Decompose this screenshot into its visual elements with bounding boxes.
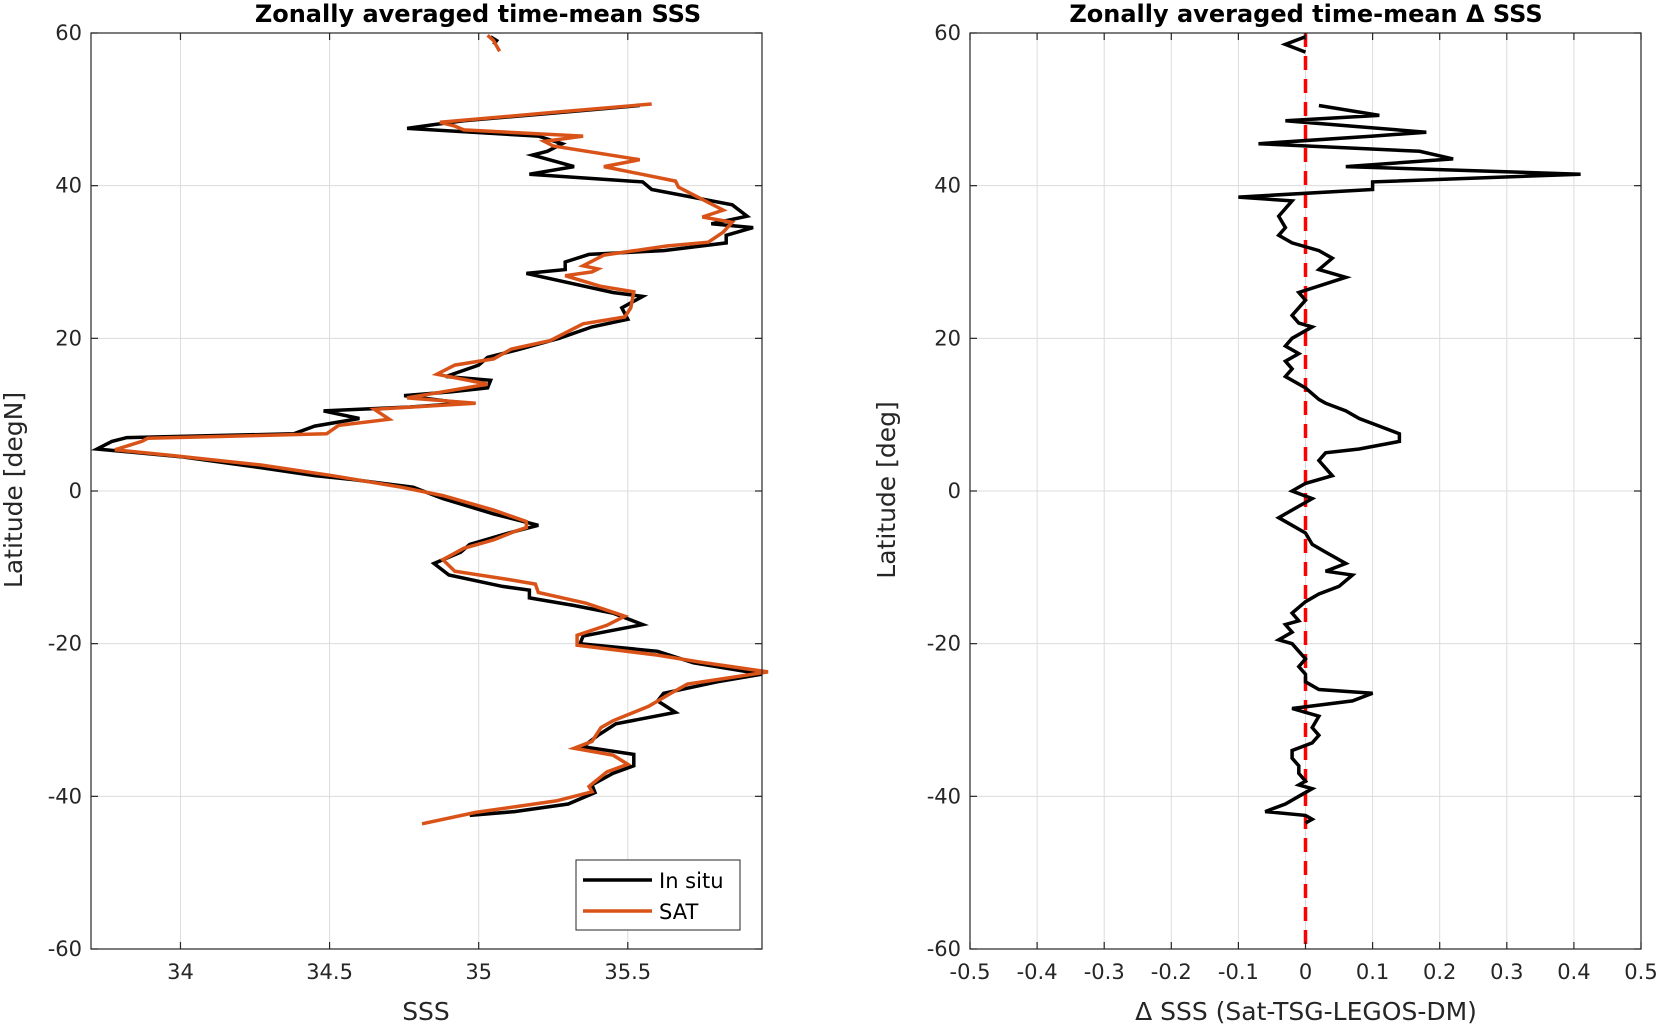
sss-series-sat xyxy=(114,102,769,826)
sss-y-tick-label: -20 xyxy=(48,632,82,656)
sss-lines xyxy=(90,33,769,826)
delta-sss-y-tick-label: 60 xyxy=(934,21,961,45)
sss-chart-title: Zonally averaged time-mean SSS xyxy=(255,0,701,28)
delta-sss-x-tick-label: 0.2 xyxy=(1423,960,1456,984)
delta-sss-gridlines xyxy=(969,32,1642,950)
delta-sss-chart-title: Zonally averaged time-mean Δ SSS xyxy=(1069,0,1542,28)
sss-y-tick-labels: -60 -40 -20 0 20 40 60 xyxy=(48,21,82,961)
delta-sss-y-tick-label: -40 xyxy=(927,784,961,808)
delta-sss-x-tick-label: -0.4 xyxy=(1017,960,1058,984)
sss-x-axis-label: SSS xyxy=(402,997,450,1026)
delta-sss-ticks xyxy=(969,32,1642,950)
delta-sss-y-tick-label: 0 xyxy=(948,479,961,503)
sss-x-tick-labels: 34 34.5 35 35.5 xyxy=(167,960,651,984)
sss-y-tick-label: -60 xyxy=(48,937,82,961)
delta-sss-y-tick-label: 40 xyxy=(934,174,961,198)
sss-ticks xyxy=(91,32,762,950)
sss-y-tick-label: 0 xyxy=(69,479,82,503)
delta-sss-y-tick-label: -20 xyxy=(927,632,961,656)
delta-sss-x-tick-label: -0.1 xyxy=(1218,960,1259,984)
delta-sss-x-tick-label: -0.3 xyxy=(1084,960,1125,984)
sss-x-tick-label: 34 xyxy=(167,960,194,984)
legend-box xyxy=(575,859,741,931)
delta-sss-y-tick-label: -60 xyxy=(927,937,961,961)
sss-y-tick-label: 40 xyxy=(55,174,82,198)
sss-series-in-situ xyxy=(90,103,763,818)
delta-sss-series-delta-sss xyxy=(1280,35,1307,54)
delta-sss-x-axis-label: Δ SSS (Sat-TSG-LEGOS-DM) xyxy=(1135,997,1477,1026)
sss-y-tick-label: 60 xyxy=(55,21,82,45)
sss-series-sat xyxy=(486,33,502,53)
delta-sss-lines xyxy=(1238,35,1581,825)
legend: In situ SAT xyxy=(575,859,741,931)
sss-panel: Zonally averaged time-mean SSS 34 34.5 35 3… xyxy=(0,0,769,1026)
delta-sss-y-tick-labels: -60 -40 -20 0 20 40 60 xyxy=(927,21,961,961)
sss-x-tick-label: 34.5 xyxy=(306,960,353,984)
delta-sss-x-tick-label: 0 xyxy=(1299,960,1312,984)
delta-sss-x-tick-label: 0.1 xyxy=(1356,960,1389,984)
sss-y-axis-label: Latitude [degN] xyxy=(0,392,28,588)
sss-x-tick-label: 35 xyxy=(465,960,492,984)
legend-insitu-label: In situ xyxy=(659,869,724,893)
sss-y-tick-label: -40 xyxy=(48,784,82,808)
delta-sss-x-tick-label: 0.3 xyxy=(1490,960,1523,984)
delta-sss-x-tick-labels: -0.5 -0.4 -0.3 -0.2 -0.1 0 0.1 0.2 0.3 0.4 0.5 xyxy=(950,960,1658,984)
sss-y-tick-label: 20 xyxy=(55,326,82,350)
delta-sss-y-axis-label: Latitude [deg] xyxy=(872,401,901,578)
sss-x-tick-label: 35.5 xyxy=(604,960,651,984)
legend-sat-label: SAT xyxy=(659,900,698,924)
delta-sss-series-delta-sss xyxy=(1238,103,1581,825)
delta-sss-x-tick-label: 0.4 xyxy=(1557,960,1590,984)
delta-sss-x-tick-label: -0.5 xyxy=(950,960,991,984)
delta-sss-x-tick-label: -0.2 xyxy=(1151,960,1192,984)
delta-sss-x-tick-label: 0.5 xyxy=(1624,960,1657,984)
delta-sss-y-tick-label: 20 xyxy=(934,326,961,350)
delta-sss-panel: Zonally averaged time-mean Δ SSS -0.5 -0.… xyxy=(872,0,1658,1026)
